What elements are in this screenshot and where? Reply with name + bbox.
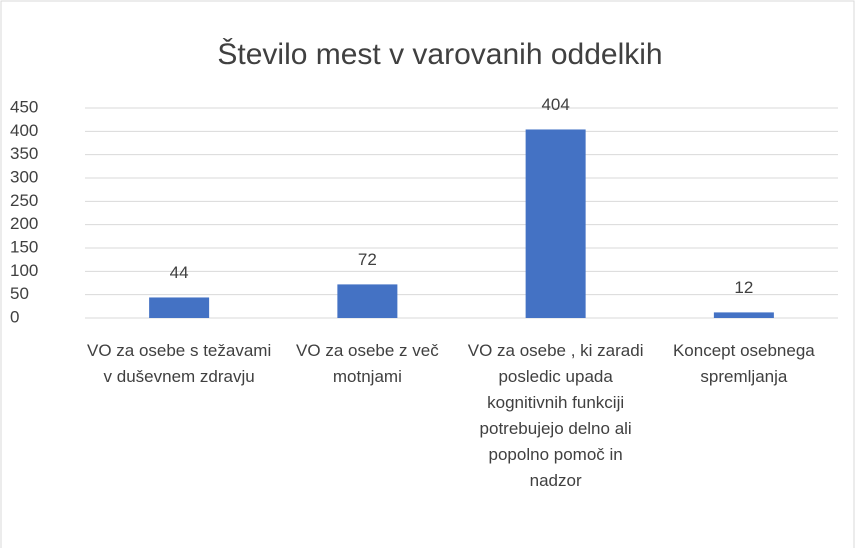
y-tick-label: 0 — [10, 307, 19, 326]
x-tick-label: VO za osebe s težavami v duševnem zdravj… — [86, 341, 272, 386]
bar — [525, 129, 586, 318]
x-tick-label-box: Koncept osebnega spremljanja — [672, 341, 815, 386]
y-tick-label: 250 — [10, 191, 38, 210]
y-tick-label: 50 — [10, 284, 29, 303]
y-tick-label: 400 — [10, 121, 38, 140]
x-tick-label: Koncept osebnega spremljanja — [672, 341, 815, 386]
data-label: 404 — [541, 95, 569, 114]
y-tick-label: 300 — [10, 167, 38, 186]
y-tick-label: 200 — [10, 214, 38, 233]
data-label: 72 — [358, 250, 377, 269]
y-tick-label: 150 — [10, 237, 38, 256]
x-tick-label-box: VO za osebe z več motnjami — [296, 341, 439, 386]
x-tick-label-box: VO za osebe s težavami v duševnem zdravj… — [86, 341, 272, 386]
y-tick-label: 350 — [10, 144, 38, 163]
bar — [149, 297, 210, 318]
data-label: 44 — [170, 263, 189, 282]
y-tick-label: 100 — [10, 261, 38, 280]
x-tick-label: VO za osebe z več motnjami — [296, 341, 439, 386]
x-tick-label-box: VO za osebe , ki zaradi posledic upada k… — [467, 341, 644, 490]
x-tick-label: VO za osebe , ki zaradi posledic upada k… — [467, 341, 644, 490]
bar — [337, 284, 398, 318]
bar — [713, 312, 774, 318]
y-tick-label: 450 — [10, 97, 38, 116]
data-label: 12 — [734, 278, 753, 297]
chart-title: Število mest v varovanih oddelkih — [217, 37, 662, 71]
